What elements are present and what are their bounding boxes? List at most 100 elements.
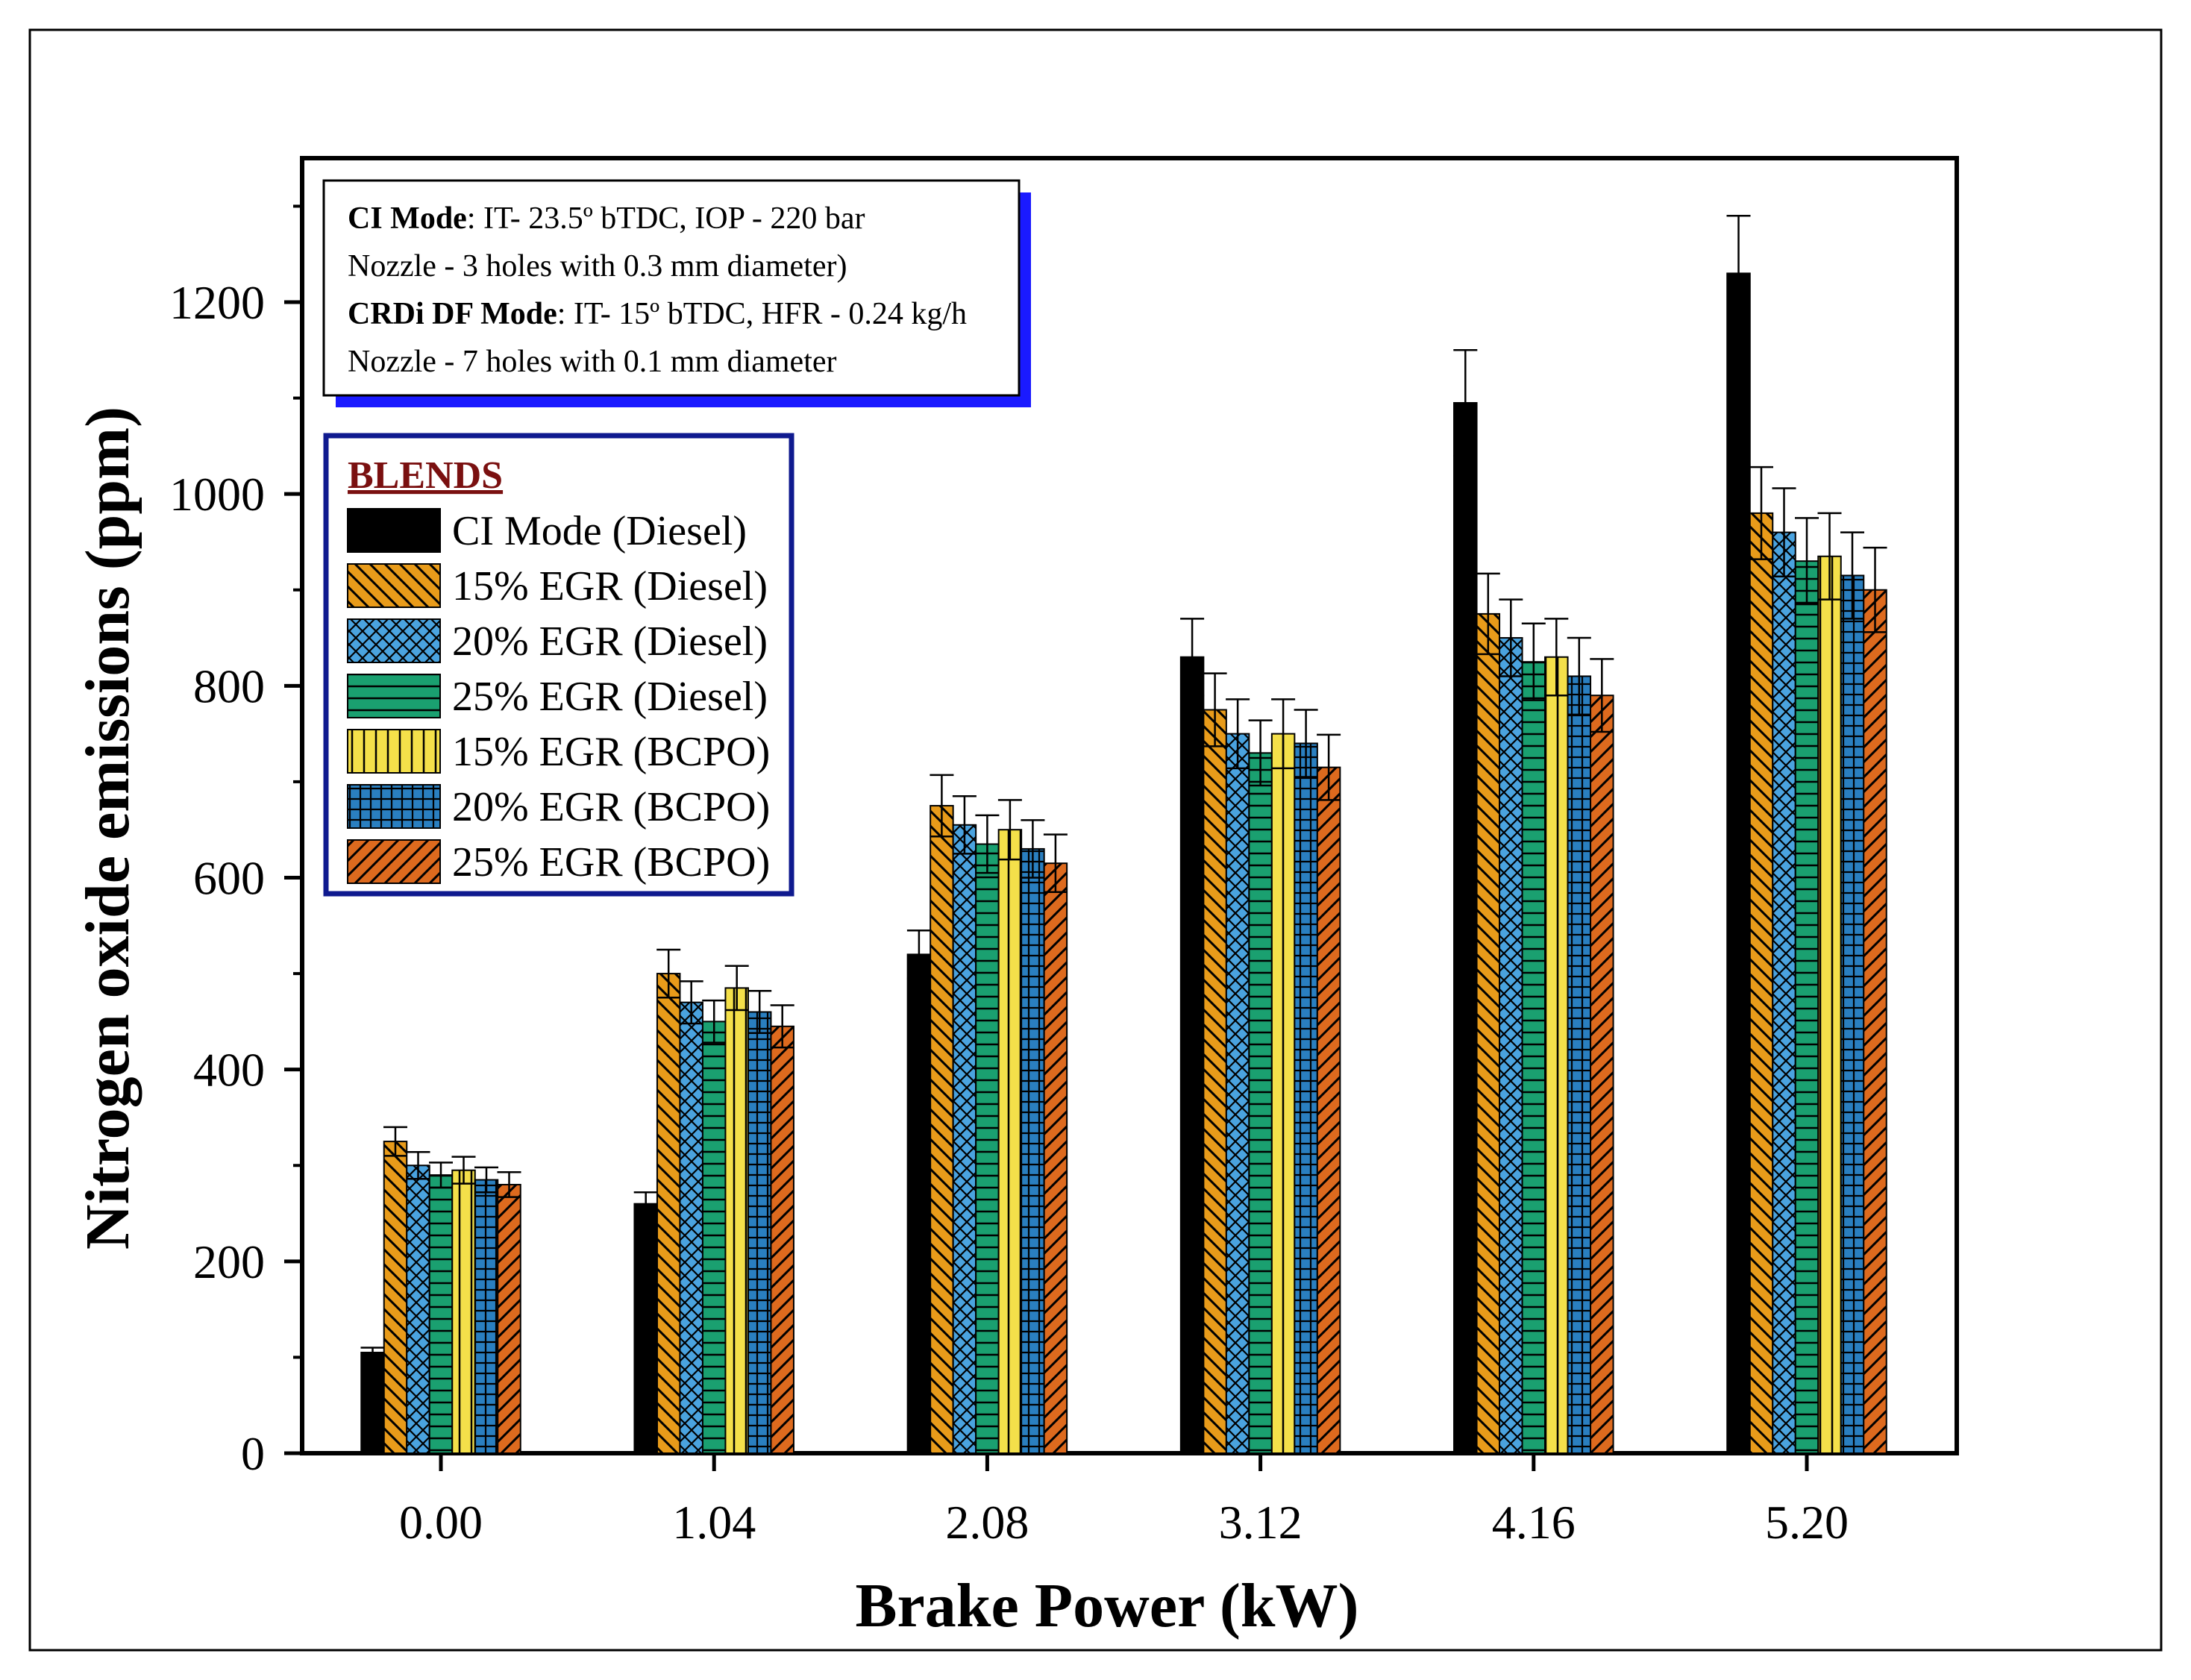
legend-swatch — [347, 508, 441, 553]
error-bar — [1772, 487, 1796, 577]
bar-1.04-20-egr-bcpo- — [747, 1011, 772, 1455]
legend-swatch — [347, 784, 441, 829]
bar-1.04-25-egr-diesel- — [701, 1021, 727, 1454]
legend-label: 20% EGR (Diesel) — [452, 618, 768, 665]
bar-1.04-25-egr-bcpo- — [770, 1025, 794, 1455]
bar-5.20-25-egr-bcpo- — [1863, 589, 1887, 1454]
error-bar — [724, 965, 749, 1012]
bar-3.12-20-egr-bcpo- — [1294, 742, 1318, 1454]
bar-1.04-ci-mode-diesel- — [633, 1203, 658, 1455]
bar-1.04-15-egr-bcpo- — [724, 987, 749, 1454]
x-axis: 0.00 1.04 2.08 3.12 4.16 5.20 — [399, 1453, 1849, 1549]
bar-5.20-ci-mode-diesel- — [1726, 272, 1751, 1454]
bar-5.20-20-egr-bcpo- — [1840, 574, 1865, 1454]
info-box: CI Mode: IT- 23.5º bTDC, IOP - 220 bar N… — [322, 179, 1031, 407]
error-bar — [383, 1126, 407, 1157]
error-bar — [497, 1171, 521, 1198]
error-bar — [997, 799, 1022, 861]
error-bar — [406, 1151, 430, 1180]
legend-title: BLENDS — [348, 454, 503, 497]
bar-4.16-20-egr-bcpo- — [1567, 675, 1592, 1454]
y-tick-label: 600 — [193, 852, 265, 905]
legend-swatch — [347, 563, 441, 608]
legend-label: 25% EGR (BCPO) — [452, 839, 770, 886]
bar-1.04-20-egr-diesel- — [679, 1001, 703, 1454]
bars-layer — [360, 215, 1887, 1455]
legend: BLENDS CI Mode (Diesel) 15% EGR (Diesel) 2… — [323, 433, 794, 897]
bar-2.08-15-egr-diesel- — [930, 805, 954, 1454]
error-bar — [1590, 658, 1614, 733]
error-bar — [1863, 546, 1887, 633]
y-tick-label: 400 — [193, 1044, 265, 1097]
error-bar — [975, 814, 1000, 874]
error-bar — [1226, 698, 1250, 770]
error-bar — [906, 929, 931, 980]
info-line-1: CI Mode: IT- 23.5º bTDC, IOP - 220 bar — [348, 201, 865, 236]
error-bar — [1749, 466, 1773, 560]
error-bar — [1317, 733, 1341, 801]
bar-3.12-25-egr-bcpo- — [1316, 766, 1341, 1454]
info-line-3: CRDi DF Mode: IT- 15º bTDC, HFR - 0.24 k… — [348, 297, 967, 331]
error-bar — [747, 989, 772, 1035]
legend-swatch — [347, 729, 441, 774]
bar-4.16-15-egr-bcpo- — [1544, 656, 1569, 1455]
legend-swatch — [347, 839, 441, 884]
bar-3.12-15-egr-bcpo- — [1270, 733, 1296, 1454]
bar-0.00-20-egr-bcpo- — [474, 1179, 499, 1454]
legend-label: 25% EGR (Diesel) — [452, 674, 768, 720]
error-bar — [633, 1191, 658, 1217]
bar-1.04-15-egr-diesel- — [656, 973, 681, 1455]
figure-frame — [28, 28, 2163, 1652]
error-bar — [1021, 819, 1045, 879]
error-bar — [930, 774, 954, 838]
bar-0.00-15-egr-bcpo- — [451, 1169, 476, 1455]
bar-4.16-20-egr-diesel- — [1499, 637, 1523, 1455]
legend-swatch — [347, 674, 441, 718]
x-tick-label: 5.20 — [1765, 1496, 1849, 1549]
bar-2.08-25-egr-bcpo- — [1043, 862, 1068, 1454]
error-bar — [1476, 572, 1500, 656]
bar-0.00-20-egr-diesel- — [406, 1165, 430, 1454]
x-tick-label: 4.16 — [1492, 1496, 1576, 1549]
error-bar — [1180, 618, 1205, 697]
bar-5.20-25-egr-diesel- — [1794, 560, 1819, 1454]
bar-2.08-20-egr-bcpo- — [1021, 847, 1045, 1455]
bar-2.08-15-egr-bcpo- — [997, 829, 1023, 1455]
bar-3.12-20-egr-diesel- — [1225, 733, 1250, 1454]
x-axis-title: Brake Power (kW) — [856, 1571, 1359, 1640]
error-bar — [429, 1162, 453, 1189]
error-bar — [1544, 618, 1569, 697]
bar-0.00-15-egr-diesel- — [383, 1141, 408, 1454]
error-bar — [474, 1166, 498, 1194]
x-tick-label: 2.08 — [945, 1496, 1029, 1549]
legend-label: 15% EGR (Diesel) — [452, 563, 768, 609]
y-tick-label: 200 — [193, 1235, 265, 1288]
legend-swatch — [347, 618, 441, 663]
x-tick-label: 1.04 — [672, 1496, 756, 1549]
error-bar — [1499, 598, 1523, 677]
error-bar — [1795, 517, 1819, 606]
error-bar — [1817, 512, 1842, 601]
bar-4.16-25-egr-bcpo- — [1590, 695, 1614, 1454]
plot-frame — [300, 156, 1959, 1455]
bar-5.20-15-egr-bcpo- — [1817, 555, 1842, 1454]
bar-2.08-ci-mode-diesel- — [906, 953, 932, 1455]
error-bar — [952, 794, 977, 855]
info-line-2: Nozzle - 3 holes with 0.3 mm diameter) — [348, 249, 847, 283]
y-axis: 0 200 400 600 800 1000 1200 — [169, 204, 302, 1480]
legend-label: 15% EGR (BCPO) — [452, 729, 770, 775]
legend-label: 20% EGR (BCPO) — [452, 784, 770, 830]
error-bar — [1521, 622, 1546, 701]
error-bar — [770, 1004, 794, 1049]
x-tick-label: 0.00 — [399, 1496, 483, 1549]
y-tick-label: 800 — [193, 659, 265, 712]
error-bar — [360, 1347, 385, 1358]
error-bar — [702, 999, 727, 1044]
info-box-panel — [322, 179, 1021, 397]
bar-4.16-15-egr-diesel- — [1476, 612, 1501, 1454]
error-bar — [1294, 709, 1318, 778]
bar-0.00-ci-mode-diesel- — [360, 1351, 385, 1455]
x-tick-label: 3.12 — [1219, 1496, 1303, 1549]
y-tick-label: 1200 — [169, 276, 265, 329]
bar-2.08-25-egr-diesel- — [975, 843, 1000, 1454]
